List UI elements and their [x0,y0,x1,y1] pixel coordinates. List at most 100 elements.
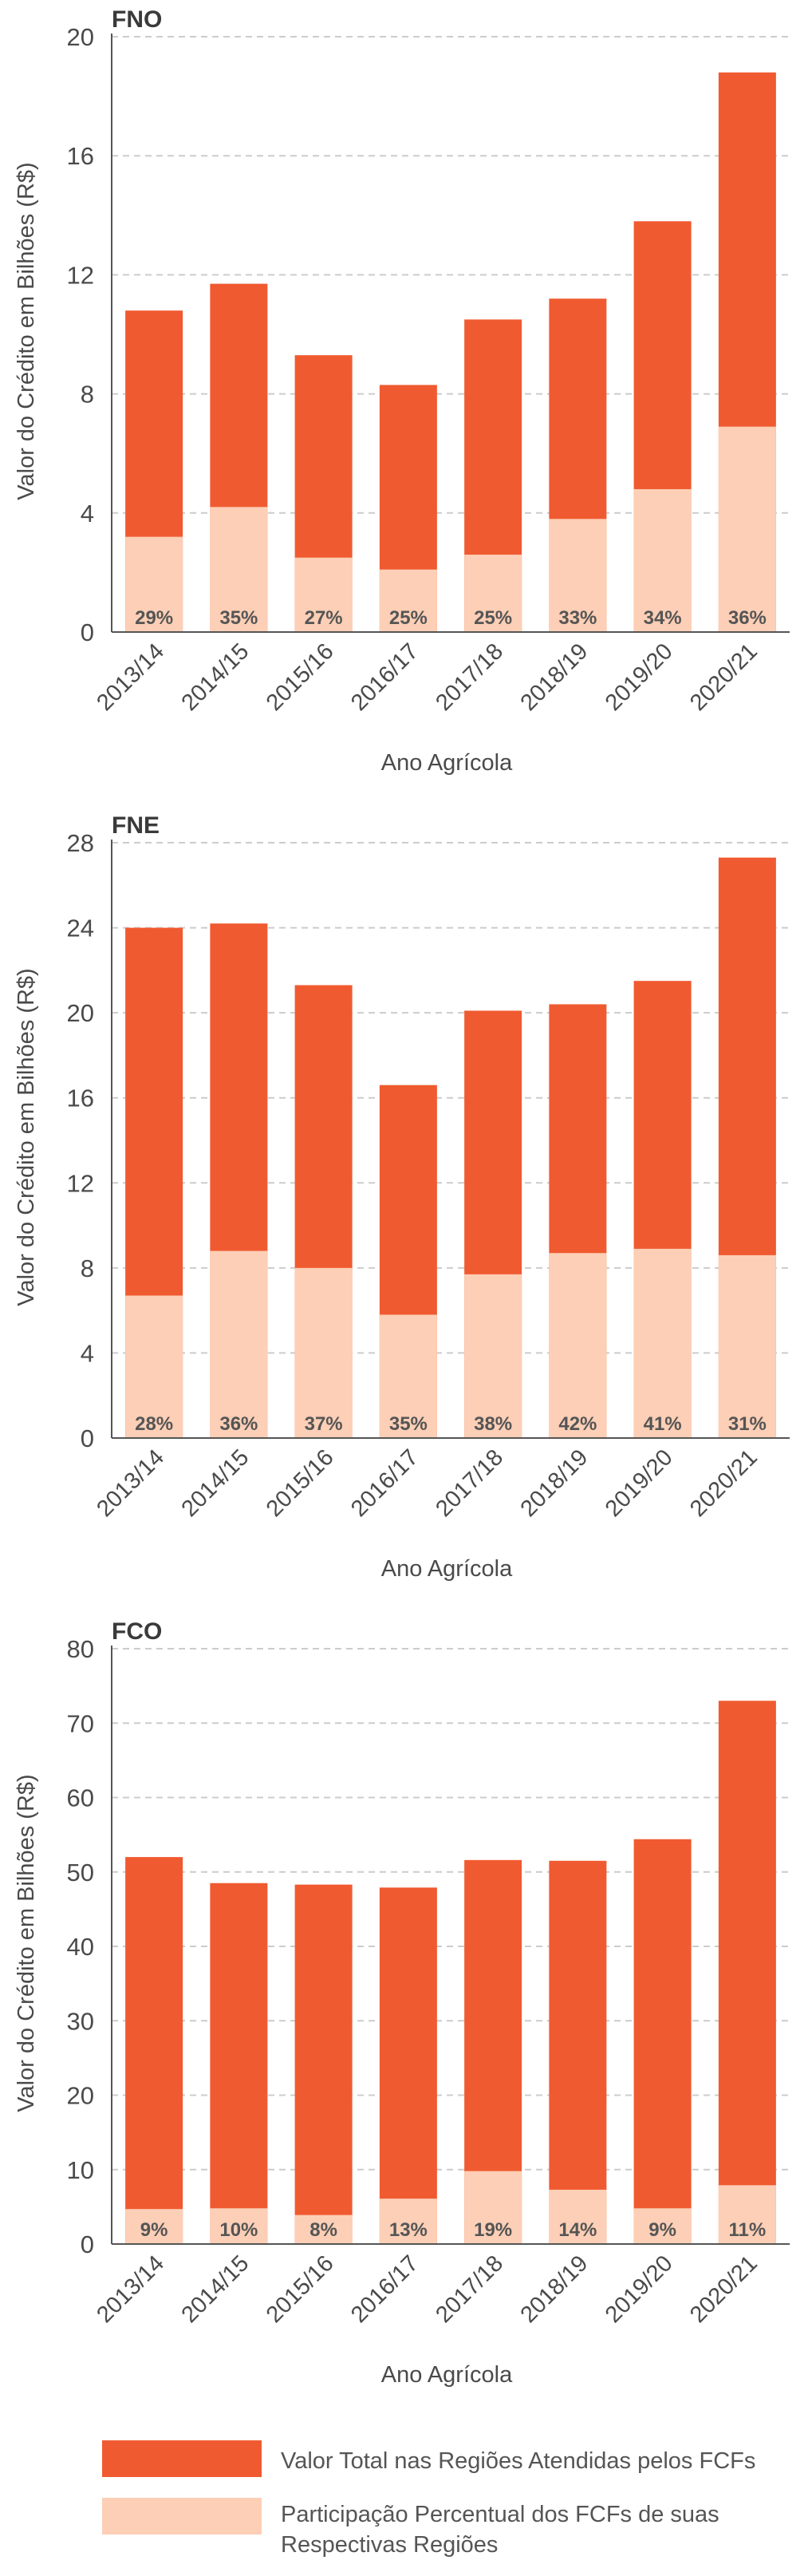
bar-percent-label: 25% [389,607,428,629]
bar-share [125,536,183,632]
bar-total [210,1883,268,2244]
y-tick-label: 20 [67,999,94,1027]
y-tick-label: 20 [67,2082,94,2110]
chart-fco: FCO 9% 10% 8% 13% 19% 14% 9% 11% 0 10 20 30 40 50 60 7… [14,1618,790,2388]
bar-percent-label: 27% [305,607,343,629]
y-tick-label: 10 [67,2156,94,2184]
y-tick-label: 0 [81,2230,94,2258]
bar-percent-label: 13% [389,2219,428,2241]
bar-share [294,1267,353,1438]
bar-percent-label: 9% [648,2219,676,2241]
chart-title: FNO [112,6,162,33]
bar-share [464,1274,522,1438]
bar-share [125,1295,183,1438]
bar-share [294,557,353,632]
bar-percent-label: 36% [728,607,767,629]
x-tick-label: 2015/16 [262,1444,339,1522]
bar-percent-label: 14% [558,2219,597,2241]
y-tick-label: 8 [81,1254,94,1282]
x-tick-label: 2018/19 [516,638,593,716]
x-tick-label: 2019/20 [601,638,678,716]
bar-percent-label: 37% [305,1413,343,1435]
legend-swatch-total [102,2440,262,2477]
y-tick-label: 4 [81,500,94,527]
bar-percent-label: 38% [474,1413,512,1435]
x-tick-label: 2020/21 [685,638,763,716]
x-axis-label: Ano Agrícola [381,1556,513,1582]
y-tick-label: 4 [81,1339,94,1367]
bar-percent-label: 33% [558,607,597,629]
y-axis-label: Valor do Crédito em Bilhões (R$) [14,968,39,1306]
bar-percent-label: 42% [558,1413,597,1435]
bar-share [549,519,607,632]
y-tick-label: 70 [67,1709,94,1737]
bar-share [294,2214,353,2244]
bar-share [379,569,437,632]
y-tick-label: 0 [81,618,94,646]
x-axis-label: Ano Agrícola [381,750,513,776]
x-tick-label: 2015/16 [262,2250,339,2328]
x-tick-label: 2013/14 [92,638,169,716]
y-tick-label: 40 [67,1933,94,1961]
x-tick-label: 2016/17 [346,2250,424,2328]
bar-share [718,2185,776,2244]
bar-share [549,1253,607,1438]
y-tick-label: 80 [67,1635,94,1663]
y-tick-label: 16 [67,1085,94,1112]
bar-percent-label: 35% [219,607,258,629]
bar-share [633,2208,692,2244]
y-axis-label: Valor do Crédito em Bilhões (R$) [14,162,39,500]
y-tick-label: 0 [81,1424,94,1452]
chart-title: FCO [112,1618,162,1645]
x-tick-label: 2013/14 [92,1444,169,1522]
x-tick-label: 2016/17 [346,638,424,716]
x-tick-label: 2015/16 [262,638,339,716]
chart-fne: FNE 28% 36% 37% 35% 38% 42% 41% 31% 0 4 8 12 16 20 24… [14,812,790,1582]
bar-total [549,1860,607,2244]
y-tick-label: 30 [67,2007,94,2035]
bar-total [633,1839,692,2244]
bar-percent-label: 28% [135,1413,173,1435]
bar-percent-label: 10% [219,2219,258,2241]
y-tick-label: 8 [81,381,94,409]
legend-label-share-line1: Participação Percentual dos FCFs de suas [281,2502,719,2527]
bar-share [633,488,692,632]
bar-total [718,1701,776,2244]
bar-percent-label: 19% [474,2219,512,2241]
bar-percent-label: 34% [644,607,682,629]
bar-share [633,1248,692,1438]
bar-percent-label: 9% [140,2219,168,2241]
bar-percent-label: 36% [219,1413,258,1435]
bar-total [125,1857,183,2244]
x-axis-label: Ano Agrícola [381,2362,513,2388]
x-tick-label: 2017/18 [431,638,508,716]
y-tick-label: 20 [67,23,94,51]
bar-total [294,1884,353,2244]
bar-percent-label: 31% [728,1413,767,1435]
x-tick-label: 2013/14 [92,2250,169,2328]
legend-label-share-line2: Respectivas Regiões [281,2532,498,2558]
x-tick-label: 2020/21 [685,1444,763,1522]
bar-share [379,2199,437,2244]
y-tick-label: 60 [67,1784,94,1812]
y-tick-label: 16 [67,142,94,170]
chart-title: FNE [112,812,160,839]
x-tick-label: 2014/15 [177,2250,254,2328]
bar-share [464,555,522,632]
legend-label-total: Valor Total nas Regiões Atendidas pelos … [281,2448,755,2474]
chart-fno: FNO 29% 35% 27% 25% 25% 33% 34% 36% 04812162020… [14,6,790,776]
bar-percent-label: 11% [729,2219,767,2241]
bar-share [379,1314,437,1438]
bar-percent-label: 29% [135,607,173,629]
bar-percent-label: 35% [389,1413,428,1435]
bar-share [718,1254,776,1438]
bar-total [379,1887,437,2244]
x-tick-label: 2018/19 [516,2250,593,2328]
y-tick-label: 50 [67,1859,94,1887]
legend: Valor Total nas Regiões Atendidas pelos … [102,2440,755,2558]
y-tick-label: 24 [67,915,94,942]
bar-share [549,2189,607,2244]
y-tick-label: 12 [67,261,94,289]
bar-share [210,507,268,632]
x-tick-label: 2019/20 [601,1444,678,1522]
